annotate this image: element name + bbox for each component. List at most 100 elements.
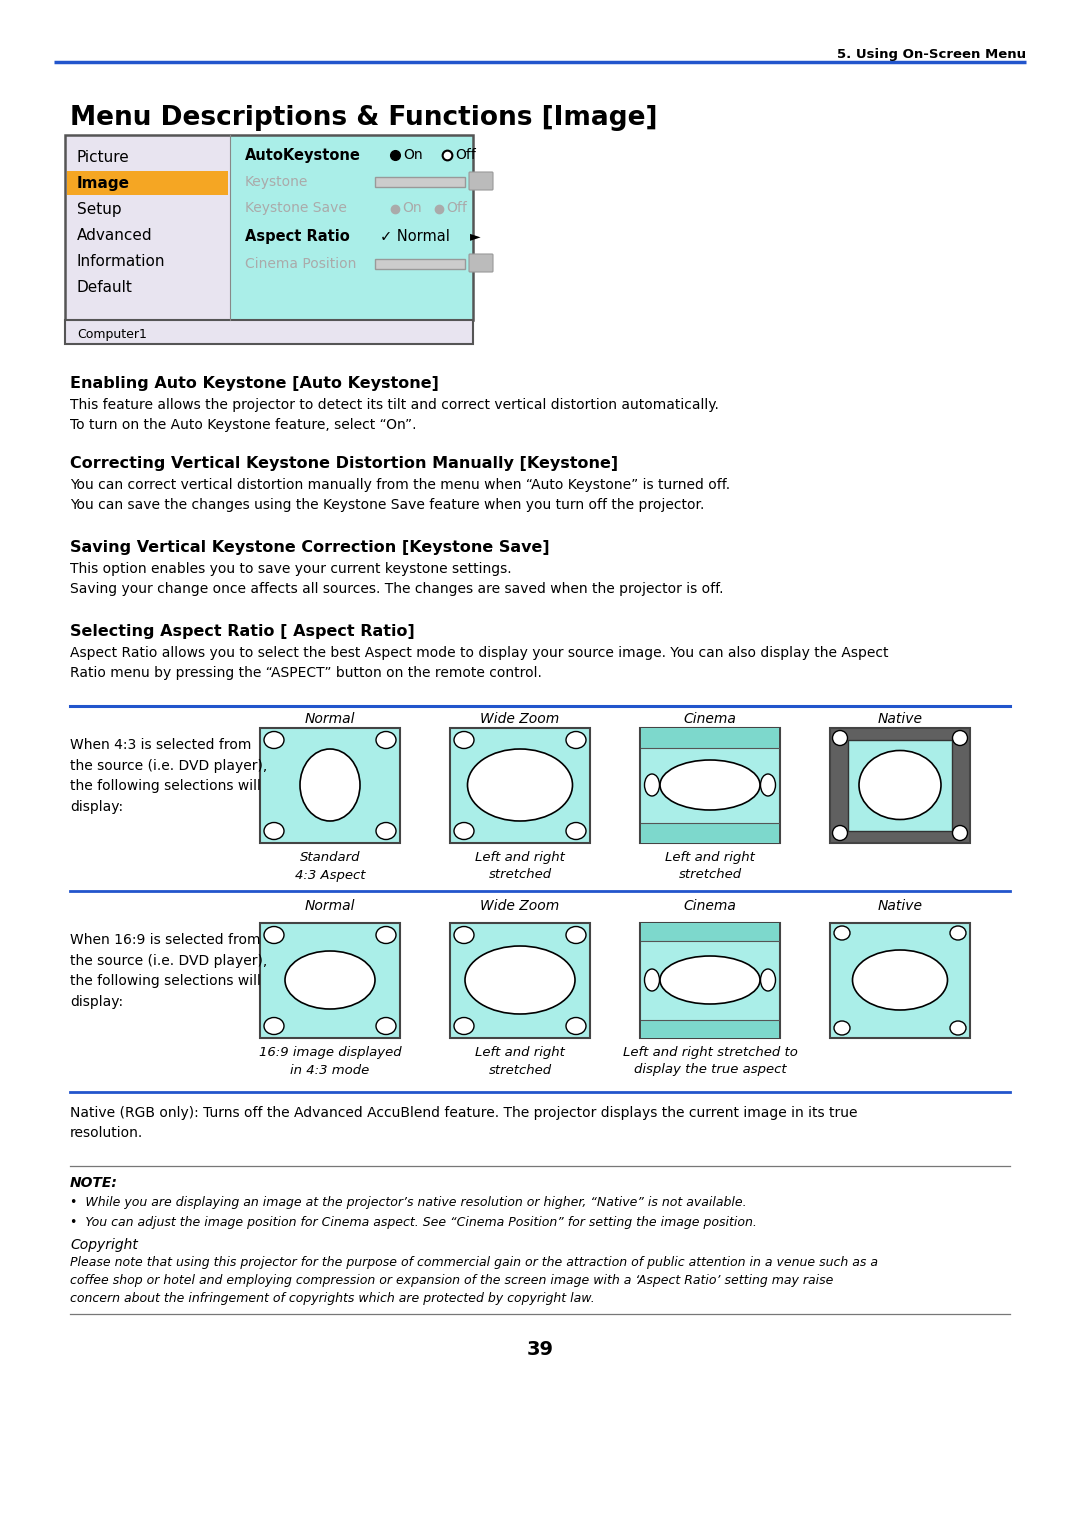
Ellipse shape	[566, 823, 586, 839]
Bar	[260, 923, 400, 1038]
Text: Image: Image	[77, 175, 130, 191]
Text: Native: Native	[877, 713, 922, 726]
Ellipse shape	[859, 751, 941, 819]
Ellipse shape	[454, 926, 474, 943]
Ellipse shape	[376, 823, 396, 839]
Text: Copyright: Copyright	[70, 1238, 138, 1251]
Text: Left and right
stretched: Left and right stretched	[665, 852, 755, 882]
Ellipse shape	[953, 731, 968, 746]
Bar	[642, 728, 779, 748]
Text: When 4:3 is selected from
the source (i.e. DVD player),
the following selections: When 4:3 is selected from the source (i.…	[70, 739, 267, 813]
Text: Wide Zoom: Wide Zoom	[481, 713, 559, 726]
Text: 39: 39	[527, 1340, 554, 1360]
Text: 5. Using On-Screen Menu: 5. Using On-Screen Menu	[837, 47, 1026, 61]
FancyBboxPatch shape	[469, 172, 492, 191]
Ellipse shape	[760, 969, 775, 990]
Text: Cinema Position: Cinema Position	[245, 256, 356, 272]
Text: ►: ►	[470, 229, 481, 243]
Ellipse shape	[264, 926, 284, 943]
Bar	[640, 923, 780, 1038]
Ellipse shape	[645, 774, 660, 797]
Text: Correcting Vertical Keystone Distortion Manually [Keystone]: Correcting Vertical Keystone Distortion …	[70, 456, 618, 472]
Text: NOTE:: NOTE:	[70, 1177, 118, 1190]
Bar	[65, 134, 473, 320]
Ellipse shape	[834, 926, 850, 940]
Text: Normal: Normal	[305, 713, 355, 726]
Text: Off: Off	[446, 201, 467, 215]
Text: On: On	[403, 148, 422, 162]
Text: This feature allows the projector to detect its tilt and correct vertical distor: This feature allows the projector to det…	[70, 398, 719, 432]
Text: Setup: Setup	[77, 201, 122, 217]
Ellipse shape	[566, 731, 586, 748]
Ellipse shape	[376, 731, 396, 748]
Ellipse shape	[833, 731, 848, 746]
Text: Left and right stretched to
display the true aspect: Left and right stretched to display the …	[622, 1045, 797, 1076]
Ellipse shape	[285, 951, 375, 1009]
Text: Information: Information	[77, 253, 165, 269]
Ellipse shape	[264, 823, 284, 839]
Ellipse shape	[566, 926, 586, 943]
Bar	[230, 134, 473, 320]
Text: You can correct vertical distortion manually from the menu when “Auto Keystone” : You can correct vertical distortion manu…	[70, 478, 730, 513]
Ellipse shape	[645, 969, 660, 990]
Ellipse shape	[834, 1021, 850, 1035]
Ellipse shape	[660, 955, 760, 1004]
Ellipse shape	[300, 749, 360, 821]
Text: Aspect Ratio allows you to select the best Aspect mode to display your source im: Aspect Ratio allows you to select the be…	[70, 645, 889, 681]
Ellipse shape	[376, 1018, 396, 1035]
Text: Advanced: Advanced	[77, 227, 152, 243]
Text: Please note that using this projector for the purpose of commercial gain or the : Please note that using this projector fo…	[70, 1256, 878, 1305]
Text: Left and right
stretched: Left and right stretched	[475, 1045, 565, 1076]
Bar	[375, 177, 465, 188]
Text: Off: Off	[455, 148, 476, 162]
Text: •  You can adjust the image position for Cinema aspect. See “Cinema Position” fo: • You can adjust the image position for …	[70, 1216, 757, 1228]
Text: Keystone Save: Keystone Save	[245, 201, 347, 215]
Ellipse shape	[833, 826, 848, 841]
Text: Keystone: Keystone	[245, 175, 309, 189]
Text: ✓ Normal: ✓ Normal	[380, 229, 450, 244]
Text: Cinema: Cinema	[684, 899, 737, 913]
Text: AutoKeystone: AutoKeystone	[245, 148, 361, 163]
Ellipse shape	[950, 926, 966, 940]
Text: 16:9 image displayed
in 4:3 mode: 16:9 image displayed in 4:3 mode	[259, 1045, 402, 1076]
Text: This option enables you to save your current keystone settings.
Saving your chan: This option enables you to save your cur…	[70, 562, 724, 597]
Bar	[375, 259, 465, 269]
Ellipse shape	[454, 823, 474, 839]
Ellipse shape	[760, 774, 775, 797]
Text: When 16:9 is selected from
the source (i.e. DVD player),
the following selection: When 16:9 is selected from the source (i…	[70, 932, 267, 1009]
Ellipse shape	[454, 731, 474, 748]
Text: Wide Zoom: Wide Zoom	[481, 899, 559, 913]
Text: Native: Native	[877, 899, 922, 913]
Ellipse shape	[376, 926, 396, 943]
Text: Default: Default	[77, 279, 133, 295]
Text: Normal: Normal	[305, 899, 355, 913]
Bar	[642, 923, 779, 942]
Bar	[642, 1019, 779, 1038]
Bar	[831, 728, 970, 842]
Ellipse shape	[468, 749, 572, 821]
Bar	[640, 728, 780, 842]
Text: Native (RGB only): Turns off the Advanced AccuBlend feature. The projector displ: Native (RGB only): Turns off the Advance…	[70, 1106, 858, 1140]
Ellipse shape	[950, 1021, 966, 1035]
Ellipse shape	[465, 946, 575, 1013]
Ellipse shape	[852, 951, 947, 1010]
FancyBboxPatch shape	[469, 253, 492, 272]
Bar	[260, 728, 400, 842]
Text: •  While you are displaying an image at the projector’s native resolution or hig: • While you are displaying an image at t…	[70, 1196, 746, 1209]
Text: Computer1: Computer1	[77, 328, 147, 340]
Text: Selecting Aspect Ratio [ Aspect Ratio]: Selecting Aspect Ratio [ Aspect Ratio]	[70, 624, 415, 639]
Bar	[67, 171, 228, 195]
Bar	[642, 823, 779, 842]
Ellipse shape	[264, 731, 284, 748]
Text: Aspect Ratio: Aspect Ratio	[245, 229, 350, 244]
Text: Standard
4:3 Aspect: Standard 4:3 Aspect	[295, 852, 365, 882]
Bar	[848, 740, 951, 832]
Ellipse shape	[566, 1018, 586, 1035]
Text: Left and right
stretched: Left and right stretched	[475, 852, 565, 882]
Text: Saving Vertical Keystone Correction [Keystone Save]: Saving Vertical Keystone Correction [Key…	[70, 540, 550, 555]
Ellipse shape	[953, 826, 968, 841]
Bar	[450, 923, 590, 1038]
Text: Menu Descriptions & Functions [Image]: Menu Descriptions & Functions [Image]	[70, 105, 658, 131]
Ellipse shape	[454, 1018, 474, 1035]
Text: Picture: Picture	[77, 150, 130, 165]
